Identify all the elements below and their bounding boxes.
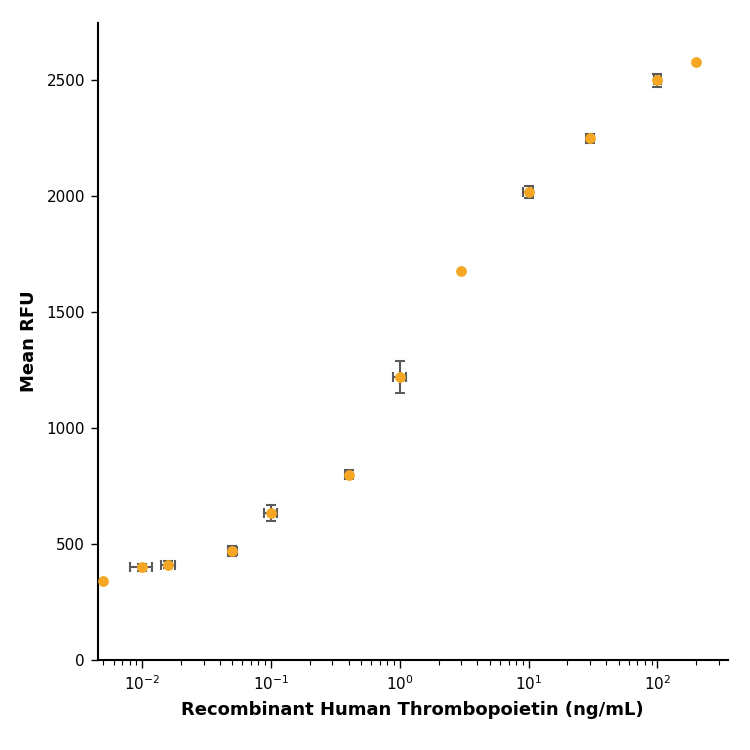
Point xyxy=(98,575,109,587)
Point xyxy=(455,265,467,277)
Point xyxy=(584,133,596,145)
Y-axis label: Mean RFU: Mean RFU xyxy=(20,290,38,392)
Point xyxy=(343,469,355,481)
Point xyxy=(265,507,277,519)
X-axis label: Recombinant Human Thrombopoietin (ng/mL): Recombinant Human Thrombopoietin (ng/mL) xyxy=(182,701,644,719)
Point xyxy=(690,56,702,68)
Point xyxy=(136,561,148,573)
Point xyxy=(523,186,535,198)
Point xyxy=(163,559,175,571)
Point xyxy=(226,545,238,557)
Point xyxy=(394,371,406,383)
Point xyxy=(652,74,664,86)
